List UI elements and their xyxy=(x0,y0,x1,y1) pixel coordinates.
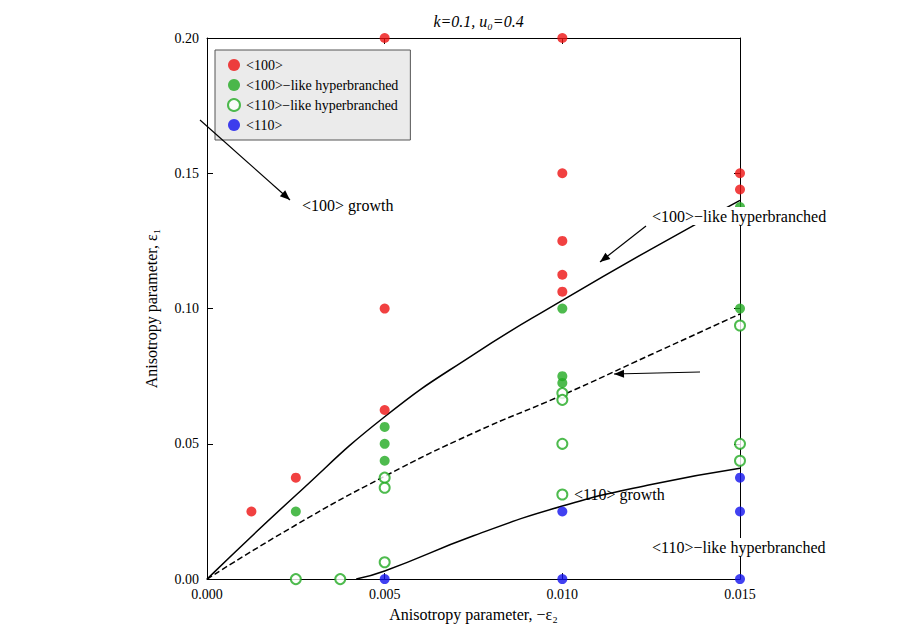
svg-text:<110>−like hyperbranched: <110>−like hyperbranched xyxy=(246,98,398,113)
svg-text:Anisotropy parameter, ε₁: Anisotropy parameter, ε₁ xyxy=(143,229,161,389)
svg-text:<110>: <110> xyxy=(246,118,282,133)
svg-text:0.10: 0.10 xyxy=(175,301,200,316)
svg-text:<100>: <100> xyxy=(246,58,283,73)
svg-text:<110> growth: <110> growth xyxy=(574,486,665,504)
svg-text:0.015: 0.015 xyxy=(724,587,756,602)
svg-text:<100>−like hyperbranched: <100>−like hyperbranched xyxy=(246,78,398,93)
svg-text:0.05: 0.05 xyxy=(175,436,200,451)
svg-text:0.15: 0.15 xyxy=(175,166,200,181)
svg-text:0.010: 0.010 xyxy=(547,587,579,602)
svg-text:0.00: 0.00 xyxy=(175,572,200,587)
svg-text:0.000: 0.000 xyxy=(191,587,223,602)
svg-text:0.20: 0.20 xyxy=(175,31,200,46)
svg-text:<100>−like hyperbranched: <100>−like hyperbranched xyxy=(652,208,826,226)
svg-text:<100> growth: <100> growth xyxy=(302,197,393,215)
svg-text:<110>−like hyperbranched: <110>−like hyperbranched xyxy=(652,539,826,557)
svg-text:0.005: 0.005 xyxy=(369,587,401,602)
svg-text:Anisotropy parameter, −ε₂: Anisotropy parameter, −ε₂ xyxy=(389,606,558,624)
svg-text:k=0.1, u₀=0.4: k=0.1, u₀=0.4 xyxy=(433,13,523,30)
